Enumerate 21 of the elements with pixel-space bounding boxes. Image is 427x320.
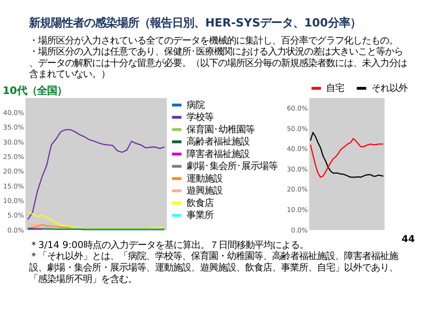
legend-label: 障害者福祉施設 xyxy=(186,148,250,160)
legend-label: 病院 xyxy=(186,100,205,111)
legend-label: 保育園･幼稚園等 xyxy=(186,124,255,136)
legend-label: それ以外 xyxy=(371,83,408,94)
legend-label: 学校等 xyxy=(186,112,214,124)
legend-label: 高齢者福祉施設 xyxy=(186,136,250,148)
line-series xyxy=(27,129,166,220)
line-series xyxy=(27,211,166,229)
legend-label: 劇場･集会所･展示場等 xyxy=(186,161,278,172)
legend-label: 飲食店 xyxy=(186,198,214,209)
text: ・場所区分の入力は任意であり、保健所･医療機関における入力状況の差は大きいこと等から、データの解釈には十分な留意が必要。（以下の場所区分毎の新規感染者数には、未入力分は含まれていない。） xyxy=(29,46,408,80)
legend-label: 自宅 xyxy=(326,83,344,94)
legend-label: 事業所 xyxy=(186,210,214,222)
legend-label: 運動施設 xyxy=(186,173,223,184)
text: ・場所区分が入力されている全てのデータを機械的に集計し、百分率でグラフ化したもの。 xyxy=(29,35,398,46)
text: ＊「それ以外」とは、「病院、学校等、保育園・幼稚園等、高齢者福祉施設、障害者福祉施設、劇場・集会所・展示場等、運動施設、遊興施設、飲食店、事業所、自宅」以外であり、「感染場所不明」を含む。 xyxy=(29,251,398,285)
text: 44 xyxy=(402,234,416,246)
legend-label: 遊興施設 xyxy=(186,186,223,197)
text: ＊3/14 9:00時点の入力データを基に算出。７日間移動平均による。 xyxy=(29,240,308,251)
text: 新規陽性者の感染場所（報告日別、HER-SYSデータ、100分率） xyxy=(28,16,361,30)
chart-subtitle: 10代（全国） xyxy=(2,85,68,98)
